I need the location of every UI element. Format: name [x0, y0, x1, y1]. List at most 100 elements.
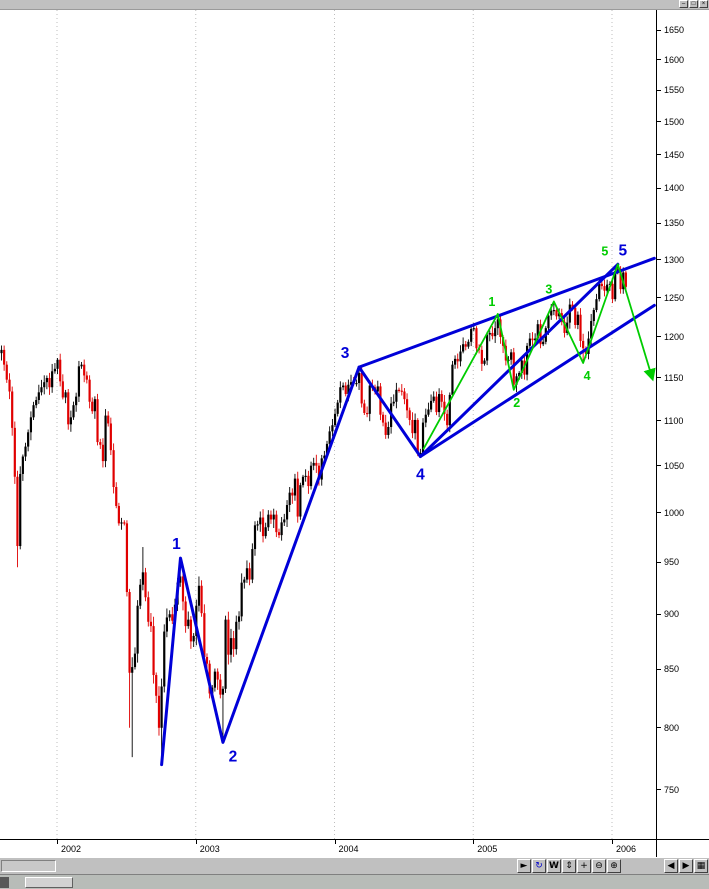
price-tick-label: 1350 [664, 218, 685, 229]
wave-label-blue-5[interactable]: 5 [619, 242, 628, 259]
price-tick-mark [657, 465, 661, 467]
candle [467, 339, 470, 349]
candle [267, 510, 270, 531]
scroll-right-button[interactable]: ▶ [679, 859, 693, 873]
elliott-wave-line[interactable] [160, 262, 620, 767]
close-button[interactable]: × [699, 0, 708, 8]
wave-label-blue-2[interactable]: 2 [229, 748, 238, 765]
candle [309, 461, 313, 490]
candle [219, 674, 222, 699]
candle [128, 588, 131, 728]
candle [43, 375, 46, 395]
candle [85, 371, 88, 384]
candle [574, 305, 577, 329]
candle [163, 624, 166, 693]
candle [131, 657, 134, 758]
candle [56, 358, 59, 375]
candle [216, 668, 219, 690]
candle [456, 353, 459, 369]
grid-view-button[interactable]: ▦ [694, 859, 708, 873]
price-tick-mark [657, 222, 661, 224]
subwave-line[interactable] [422, 263, 656, 450]
sheet-tab[interactable] [25, 877, 73, 888]
candle [48, 372, 51, 395]
time-tick-label: 2002 [61, 844, 82, 854]
time-tick-mark [334, 840, 336, 844]
toolbar-nav-group: ◀ ▶ ▦ [664, 859, 708, 873]
wave-label-green-5[interactable]: 5 [601, 244, 608, 258]
wave-label-green-3[interactable]: 3 [545, 282, 552, 296]
candle [112, 443, 115, 494]
candle [248, 562, 251, 586]
price-tick-mark [657, 613, 661, 615]
wave-label-blue-4[interactable]: 4 [416, 467, 425, 484]
time-tick-mark [195, 840, 197, 844]
zoom-out-button[interactable]: ⊖ [592, 859, 606, 873]
wave-label-green-4[interactable]: 4 [584, 369, 591, 383]
candle [99, 438, 102, 449]
candle [77, 360, 81, 403]
price-tick-label: 1400 [664, 183, 685, 194]
candle [243, 576, 246, 589]
candle [13, 421, 16, 484]
candle [200, 580, 203, 617]
chart-toolbar: ► ↻ W ⇕ + ⊖ ⊕ ◀ ▶ ▦ [0, 857, 709, 874]
candle [510, 349, 513, 365]
scroll-left-button[interactable]: ◀ [664, 859, 678, 873]
candle [245, 560, 249, 583]
upper-wedge-line[interactable] [357, 256, 656, 369]
candle [75, 392, 78, 412]
candle [381, 411, 385, 427]
candle [155, 672, 158, 704]
minimize-button[interactable]: – [679, 0, 688, 8]
candle [115, 482, 118, 509]
zoom-in-button[interactable]: ⊕ [607, 859, 621, 873]
wave-label-blue-3[interactable]: 3 [341, 345, 350, 362]
bottom-bar [0, 874, 709, 889]
candle [240, 573, 243, 622]
candle [224, 615, 227, 693]
title-strip: – □ × [0, 0, 709, 10]
price-tick-mark [657, 377, 661, 379]
candle [480, 345, 483, 371]
candle [315, 454, 318, 473]
candle [579, 308, 582, 348]
price-tick-mark [657, 259, 661, 261]
wave-label-blue-1[interactable]: 1 [172, 536, 181, 553]
wave-label-green-1[interactable]: 1 [488, 295, 495, 309]
refresh-button[interactable]: ↻ [532, 859, 546, 873]
time-axis[interactable]: 2002 2003 2004 2005 2006 [0, 839, 656, 857]
candle [8, 373, 11, 400]
candle [213, 668, 216, 692]
candle [451, 360, 454, 398]
wave-label-green-2[interactable]: 2 [513, 396, 520, 410]
price-chart[interactable]: 1 2 3 4 5 1 2 3 4 5 [0, 10, 656, 839]
lower-wedge-line[interactable] [418, 303, 656, 459]
status-field [1, 860, 56, 872]
vertical-fit-button[interactable]: ⇕ [562, 859, 576, 873]
candle [157, 686, 161, 736]
axis-corner [656, 839, 709, 857]
candle [192, 633, 195, 647]
chart-plot-area[interactable]: 1 2 3 4 5 1 2 3 4 5 [0, 10, 656, 839]
price-axis[interactable]: 1650 1600 1550 1500 1450 1400 1350 1300 1250 1200… [656, 10, 709, 839]
weekly-interval-button[interactable]: W [547, 859, 561, 873]
price-tick-mark [657, 121, 661, 123]
candle [35, 396, 38, 409]
candle [19, 466, 22, 550]
candle [141, 547, 144, 591]
restore-button[interactable]: □ [689, 0, 698, 8]
toolbar-button-group: ► ↻ W ⇕ + ⊖ ⊕ [517, 859, 621, 873]
candle [582, 333, 585, 364]
candle [333, 408, 337, 428]
candle [275, 510, 278, 538]
play-button[interactable]: ► [517, 859, 531, 873]
price-tick-label: 1200 [664, 331, 685, 342]
crosshair-button[interactable]: + [577, 859, 591, 873]
candle [552, 301, 555, 316]
time-tick-mark [612, 840, 613, 844]
price-tick-label: 1550 [664, 85, 685, 96]
candle [88, 375, 91, 409]
candle [438, 388, 441, 418]
